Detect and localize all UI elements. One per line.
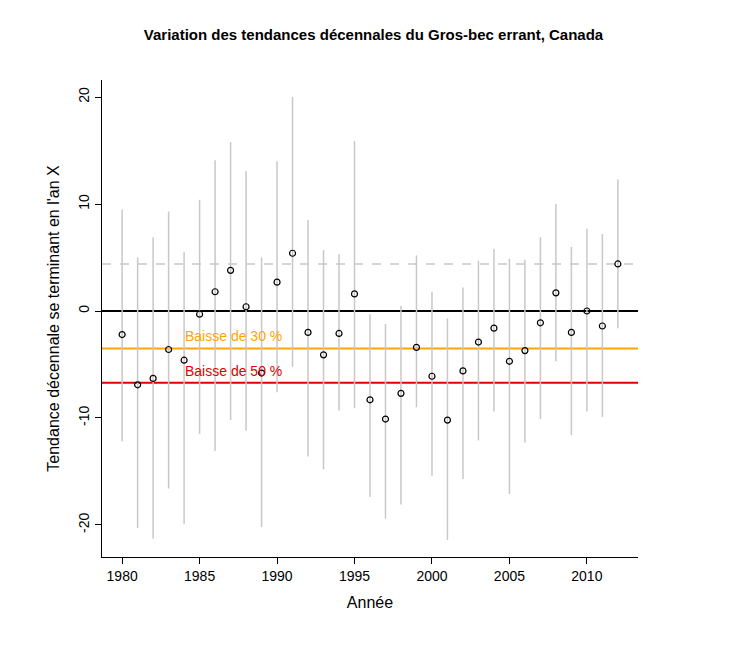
svg-text:1995: 1995 — [339, 568, 370, 584]
svg-text:Variation des tendances décenn: Variation des tendances décennales du Gr… — [144, 26, 604, 43]
svg-text:1985: 1985 — [184, 568, 215, 584]
svg-text:20: 20 — [76, 87, 92, 103]
svg-text:-10: -10 — [76, 406, 92, 426]
svg-text:1980: 1980 — [107, 568, 138, 584]
svg-text:Baisse de 30 %: Baisse de 30 % — [185, 328, 282, 344]
svg-text:0: 0 — [76, 305, 92, 313]
svg-text:2000: 2000 — [416, 568, 447, 584]
svg-text:10: 10 — [76, 194, 92, 210]
svg-text:2010: 2010 — [571, 568, 602, 584]
svg-text:-20: -20 — [76, 512, 92, 532]
svg-text:2005: 2005 — [494, 568, 525, 584]
svg-text:Tendance décennale se terminan: Tendance décennale se terminant en l'an … — [45, 165, 62, 472]
svg-text:Année: Année — [347, 594, 393, 611]
svg-text:Baisse de 50 %: Baisse de 50 % — [185, 363, 282, 379]
svg-text:1990: 1990 — [261, 568, 292, 584]
